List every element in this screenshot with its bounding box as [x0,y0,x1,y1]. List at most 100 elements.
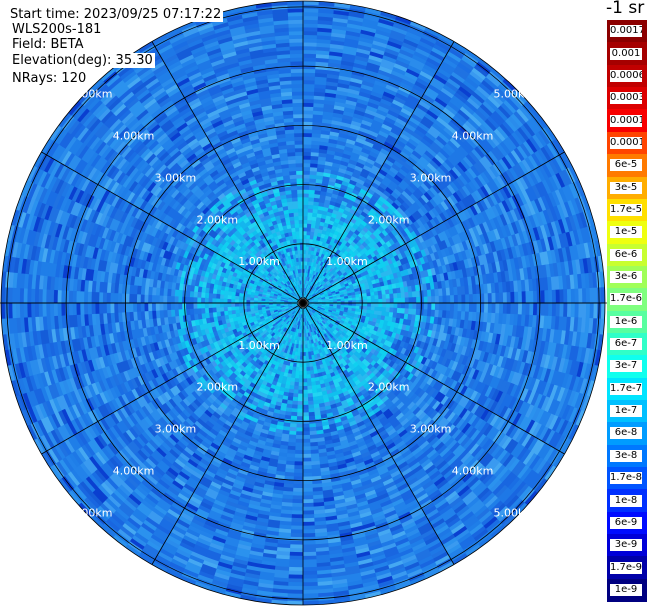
range-gate-cell [303,230,307,236]
range-gate-cell [289,548,303,553]
range-gate-cell [298,378,303,383]
range-gate-cell [302,434,311,440]
range-gate-cell [302,495,314,500]
range-gate-cell [316,50,331,56]
range-gate-cell [563,289,568,304]
range-gate-cell [296,419,303,425]
range-gate-cell [316,216,322,222]
range-gate-cell [438,295,444,304]
range-gate-cell [295,366,300,372]
range-gate-cell [350,120,362,128]
range-gate-cell [360,29,377,37]
range-gate-cell [393,298,398,304]
range-gate-cell [310,148,320,153]
range-gate-cell [303,219,308,224]
range-gate-cell [318,148,328,154]
range-gate-cell [344,103,357,110]
range-gate-cell [303,15,319,21]
range-gate-cell [294,450,303,455]
range-gate-cell [487,293,493,304]
range-gate-cell [302,533,316,538]
range-gate-cell [365,65,380,74]
range-gate-cell [297,397,303,402]
range-gate-cell [302,578,318,583]
range-gate-cell [337,78,351,86]
range-gate-cell [302,536,316,542]
range-gate-cell [303,200,309,205]
range-gate-cell [593,303,598,320]
range-gate-cell [302,484,313,489]
range-gate-cell [320,133,331,139]
range-gate-cell [291,506,303,512]
range-gate-cell [347,15,365,23]
range-gate-cell [311,220,317,225]
range-gate-cell [427,296,432,304]
range-gate-cell [367,303,372,307]
range-gate-cell [340,121,352,129]
range-gate-cell [361,25,378,34]
range-gate-cell [349,4,367,12]
range-gate-cell [377,21,394,31]
range-gate-cell [315,68,329,75]
range-gate-cell [323,222,329,228]
range-gate-cell [385,303,391,308]
range-gate-cell [302,457,312,462]
range-gate-cell [321,179,330,185]
range-gate-cell [374,299,379,304]
range-gate-cell [302,382,308,387]
range-gate-cell [536,290,542,304]
range-gate-cell [318,201,325,207]
range-gate-cell [313,235,318,241]
range-gate-cell [310,250,315,255]
range-gate-cell [318,152,328,158]
range-gate-cell [314,72,328,78]
range-gate-cell [294,446,303,451]
range-gate-cell [309,269,312,274]
range-gate-cell [296,412,303,417]
range-gate-cell [366,306,372,311]
range-gate-cell [294,453,303,459]
range-gate-cell [302,423,310,428]
range-gate-cell [317,159,326,166]
range-gate-cell [370,295,375,300]
range-gate-cell [295,431,303,436]
range-gate-cell [288,559,303,564]
range-gate-cell [346,23,363,30]
range-gate-cell [304,268,307,273]
range-gate-cell [303,268,305,273]
range-gate-cell [303,91,315,96]
range-gate-cell [347,131,359,138]
range-gate-cell [303,181,310,187]
range-gate-cell [326,211,333,217]
range-gate-cell [303,68,316,74]
range-gate-cell [314,80,327,86]
range-gate-cell [303,45,318,51]
range-gate-cell [529,290,534,304]
range-gate-cell [310,254,314,259]
range-gate-cell [303,208,309,213]
range-gate-cell [353,109,366,117]
range-gate-cell [307,219,312,225]
range-gate-cell [302,412,309,417]
range-gate-cell [317,232,322,238]
range-gate-cell [578,288,583,304]
range-gate-cell [308,197,315,202]
range-gate-cell [380,10,398,20]
range-gate-cell [297,393,303,398]
range-gate-cell [303,102,314,107]
range-gate-cell [316,171,325,177]
range-gate-cell [302,548,317,553]
range-gate-cell [581,303,587,319]
range-gate-cell [323,172,331,178]
range-gate-cell [305,280,307,285]
range-gate-cell [404,303,410,309]
range-gate-cell [514,291,519,304]
range-gate-cell [303,117,314,123]
range-gate-cell [585,303,591,319]
range-gate-cell [320,233,326,239]
range-gate-cell [306,242,310,247]
range-gate-cell [574,288,580,304]
range-gate-cell [461,303,466,312]
range-gate-cell [303,223,308,228]
